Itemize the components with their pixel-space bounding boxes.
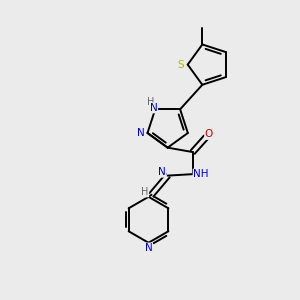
Text: H: H <box>141 187 149 197</box>
Text: H: H <box>147 97 154 107</box>
Text: N: N <box>150 103 158 113</box>
Text: N: N <box>137 128 145 138</box>
Text: S: S <box>177 60 184 70</box>
Text: NH: NH <box>193 169 209 179</box>
Text: N: N <box>145 243 152 253</box>
Text: O: O <box>205 129 213 140</box>
Text: N: N <box>158 167 166 177</box>
